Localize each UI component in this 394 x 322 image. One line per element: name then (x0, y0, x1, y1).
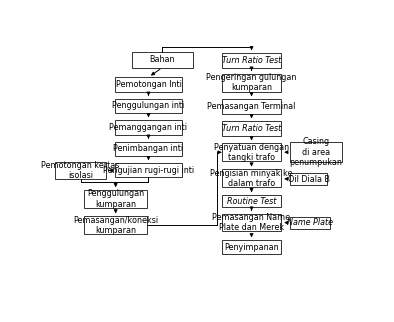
Text: Bahan: Bahan (149, 55, 175, 64)
Text: Penyimpanan: Penyimpanan (224, 243, 279, 252)
Bar (222, 213, 281, 232)
Bar (115, 77, 182, 91)
Text: Turn Ratio Test: Turn Ratio Test (222, 56, 281, 65)
Bar (222, 53, 281, 68)
Text: Pemotongan kertas
isolasi: Pemotongan kertas isolasi (41, 161, 120, 180)
Bar (222, 99, 281, 114)
Text: Pemotongan Inti: Pemotongan Inti (115, 80, 181, 89)
Bar (115, 163, 182, 177)
Text: Pemasangan Terminal: Pemasangan Terminal (207, 102, 296, 111)
Bar (55, 162, 106, 179)
Text: Penimbangan inti: Penimbangan inti (113, 144, 184, 153)
Bar (115, 120, 182, 135)
Bar (115, 99, 182, 113)
Bar (222, 195, 281, 207)
Bar (222, 240, 281, 254)
Bar (115, 142, 182, 156)
Bar (290, 142, 342, 162)
Bar (222, 74, 281, 91)
Text: Pemasangan/koneksi
kumparan: Pemasangan/koneksi kumparan (73, 216, 158, 235)
Text: Turn Ratio Test: Turn Ratio Test (222, 124, 281, 133)
Text: Name Plate: Name Plate (287, 218, 333, 227)
Bar (84, 216, 147, 234)
Bar (222, 143, 281, 161)
Text: Oil Diala B: Oil Diala B (288, 175, 330, 184)
Text: Pengeringan gulungan
kumparan: Pengeringan gulungan kumparan (206, 73, 297, 92)
Text: Routine Test: Routine Test (227, 197, 276, 206)
Text: Penggulungan
kumparan: Penggulungan kumparan (87, 189, 144, 209)
Text: Pengujian rugi-rugi inti: Pengujian rugi-rugi inti (103, 166, 194, 175)
Text: Pemanggangan inti: Pemanggangan inti (110, 123, 188, 132)
Bar (222, 121, 281, 136)
Bar (290, 173, 327, 185)
Text: Penyatuan dengan
tangki trafo: Penyatuan dengan tangki trafo (214, 143, 289, 162)
Text: Penggulungan inti: Penggulungan inti (112, 101, 185, 110)
Bar (222, 169, 281, 187)
Text: Pemasangan Name
Plate dan Merek: Pemasangan Name Plate dan Merek (212, 213, 291, 232)
Text: Casing
di area
penumpukan: Casing di area penumpukan (290, 137, 342, 167)
Bar (132, 52, 193, 68)
Text: Pengisian minyak ke
dalam trafo: Pengisian minyak ke dalam trafo (210, 169, 293, 188)
Bar (84, 190, 147, 208)
Bar (290, 217, 330, 229)
